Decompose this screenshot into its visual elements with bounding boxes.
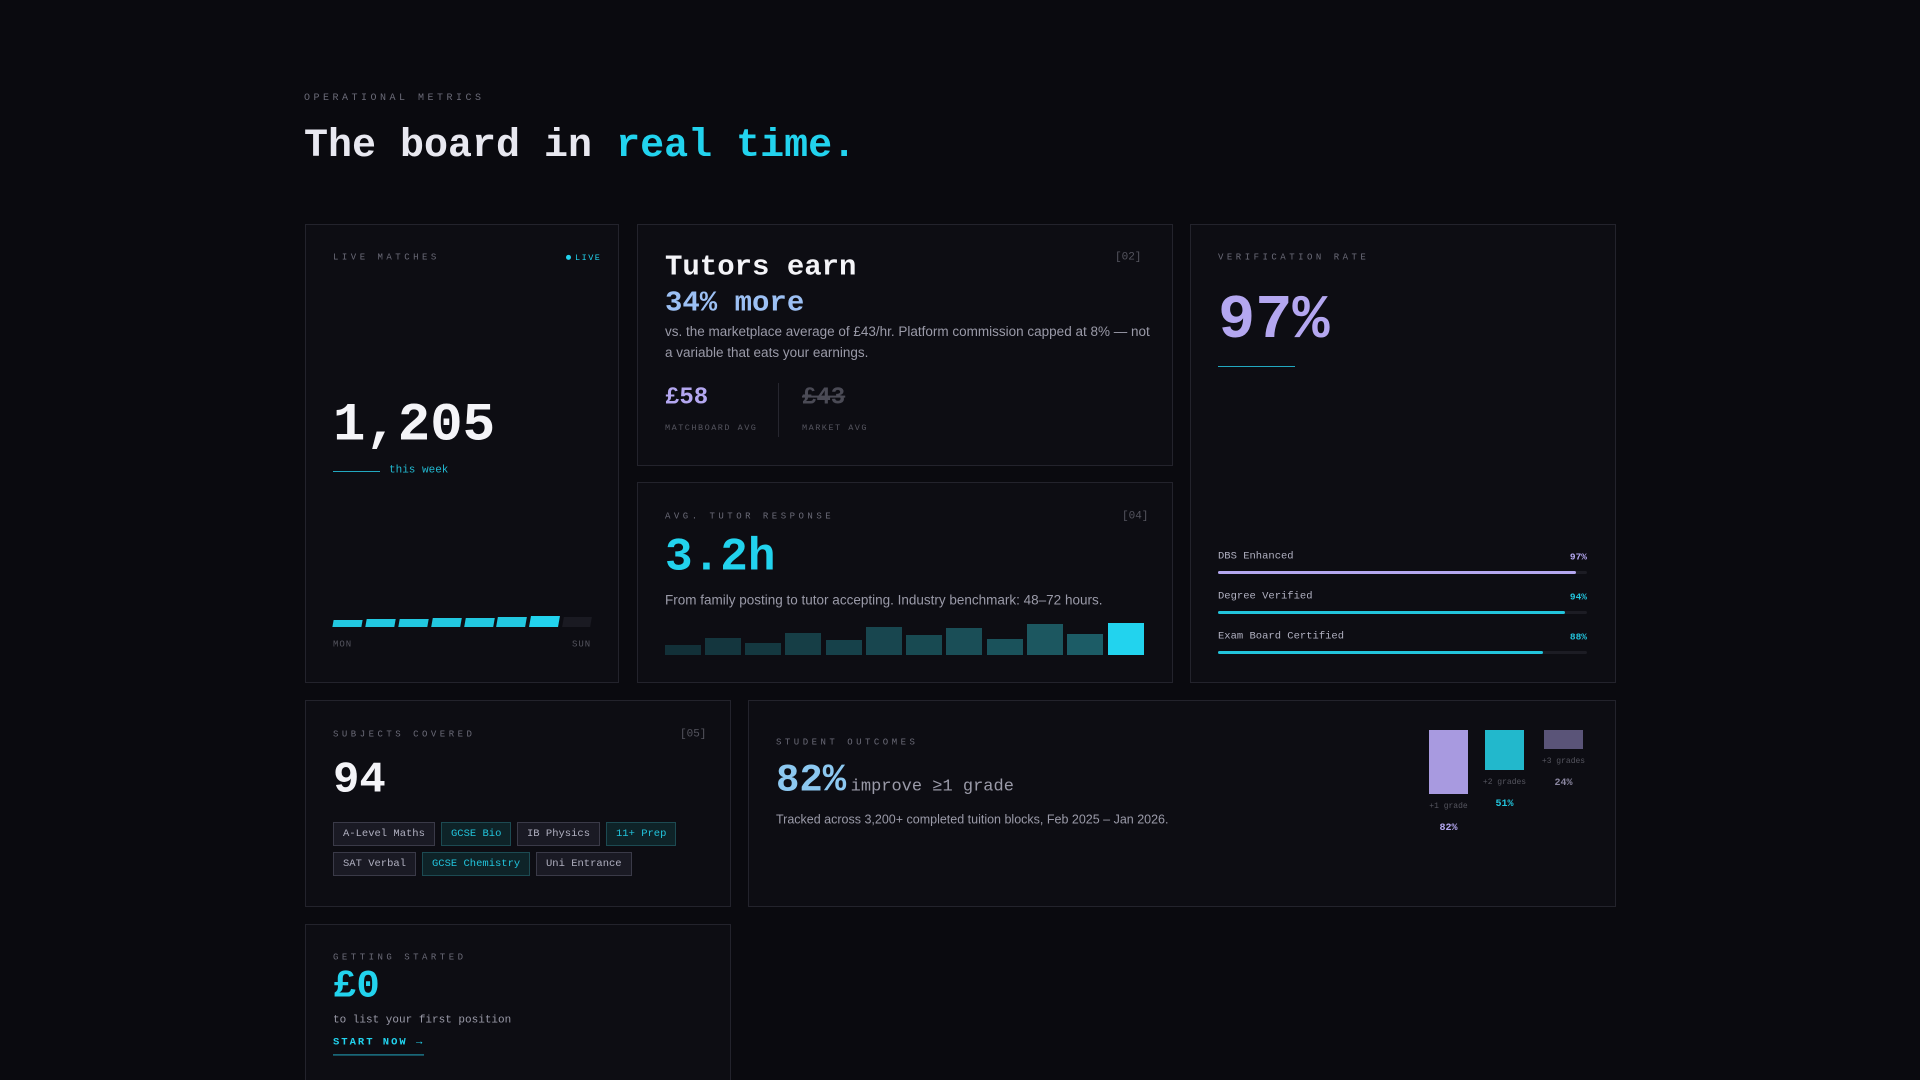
caption-line xyxy=(333,471,380,472)
outcome-name: +3 grades xyxy=(1541,756,1586,766)
live-text: LIVE xyxy=(575,252,602,263)
outcome-value: 24% xyxy=(1554,777,1573,789)
response-bar xyxy=(987,639,1023,655)
title-lead: The board in xyxy=(304,124,593,169)
week-end: SUN xyxy=(572,639,592,650)
card-label: AVG. TUTOR RESPONSE xyxy=(665,511,835,522)
response-bar xyxy=(1108,623,1144,655)
earnings-title: Tutors earn xyxy=(665,250,857,284)
outcomes-description: Tracked across 3,200+ completed tuition … xyxy=(776,812,1169,827)
live-matches-card xyxy=(305,224,619,683)
section-eyebrow: OPERATIONAL METRICS xyxy=(304,93,485,104)
outcome-bar xyxy=(1485,730,1524,770)
earnings-card xyxy=(637,224,1173,466)
response-bar xyxy=(1027,624,1063,655)
earnings-highlight: 34% more xyxy=(665,286,805,320)
section-title: The board in real time. xyxy=(304,123,856,171)
outcome-value: 51% xyxy=(1495,798,1514,810)
stat-divider xyxy=(778,383,779,437)
earnings-description: vs. the marketplace average of £43/hr. P… xyxy=(665,324,1150,360)
verification-card xyxy=(1190,224,1616,683)
stat-value: £58 xyxy=(665,384,709,412)
stat-label: MATCHBOARD AVG xyxy=(665,422,758,433)
outcomes-value: 82% xyxy=(776,758,847,803)
item-value: 97% xyxy=(1569,551,1587,563)
week-bar xyxy=(562,617,592,627)
progress-fill xyxy=(1218,571,1576,574)
card-tag: [04] xyxy=(1122,510,1149,523)
week-bar xyxy=(464,618,495,627)
card-tag: [02] xyxy=(1115,251,1142,264)
item-value: 94% xyxy=(1569,591,1587,603)
response-bar xyxy=(866,627,902,655)
stat-value: £43 xyxy=(802,384,846,412)
response-bar xyxy=(705,638,741,655)
outcome-bar xyxy=(1429,730,1468,794)
start-now-link[interactable]: START NOW → xyxy=(333,1036,425,1056)
response-value: 3.2h xyxy=(665,531,776,584)
card-label: SUBJECTS COVERED xyxy=(333,729,476,740)
week-bar xyxy=(398,619,429,627)
progress-fill xyxy=(1218,611,1565,614)
week-bar xyxy=(332,620,363,627)
subject-tag: A-Level Maths xyxy=(333,822,435,846)
item-name: DBS Enhanced xyxy=(1218,550,1294,563)
outcome-value: 82% xyxy=(1439,822,1458,834)
week-bar xyxy=(496,617,527,627)
verification-value: 97% xyxy=(1218,284,1330,356)
week-bar xyxy=(431,618,462,627)
week-start: MON xyxy=(333,639,353,650)
subject-tag: GCSE Chemistry xyxy=(422,852,531,876)
title-accent: real time. xyxy=(616,124,857,169)
live-dot xyxy=(566,255,571,261)
getting-started-card xyxy=(305,924,731,1080)
week-bar xyxy=(365,619,396,627)
outcome-bar xyxy=(1544,730,1583,749)
subject-tag: Uni Entrance xyxy=(536,852,632,876)
item-name: Exam Board Certified xyxy=(1218,630,1345,643)
response-bar xyxy=(826,640,862,655)
card-label: LIVE MATCHES xyxy=(333,252,440,263)
response-bar xyxy=(745,643,781,655)
outcomes-card xyxy=(748,700,1616,907)
item-name: Degree Verified xyxy=(1218,590,1313,603)
response-bar xyxy=(785,633,821,655)
value-underline xyxy=(1218,366,1295,367)
card-label: VERIFICATION RATE xyxy=(1218,252,1370,263)
live-badge: LIVE xyxy=(566,253,601,263)
response-bar xyxy=(906,635,942,655)
card-label: GETTING STARTED xyxy=(333,952,467,963)
matches-value: 1,205 xyxy=(333,395,496,457)
card-label: STUDENT OUTCOMES xyxy=(776,737,919,748)
subject-tag: 11+ Prep xyxy=(606,822,677,846)
start-caption: to list your first position xyxy=(333,1014,512,1027)
subject-tag: SAT Verbal xyxy=(333,852,417,876)
outcome-name: +1 grade xyxy=(1429,802,1468,812)
outcomes-headline: 82% improve ≥1 grade xyxy=(776,758,1014,805)
item-value: 88% xyxy=(1569,631,1587,643)
response-bar xyxy=(946,628,982,655)
response-description: From family posting to tutor accepting. … xyxy=(665,592,1103,608)
outcomes-caption: improve ≥1 grade xyxy=(850,777,1014,797)
outcome-name: +2 grades xyxy=(1482,777,1527,787)
progress-fill xyxy=(1218,651,1543,654)
subjects-value: 94 xyxy=(333,755,386,806)
week-bar xyxy=(529,616,560,627)
card-tag: [05] xyxy=(680,728,707,741)
stat-label: MARKET AVG xyxy=(802,422,869,433)
subject-tag: GCSE Bio xyxy=(441,822,512,846)
matches-caption: this week xyxy=(389,464,449,477)
start-value: £0 xyxy=(333,964,380,1009)
subject-tag: IB Physics xyxy=(517,822,601,846)
response-bar xyxy=(1067,634,1103,655)
response-bar xyxy=(665,645,701,655)
